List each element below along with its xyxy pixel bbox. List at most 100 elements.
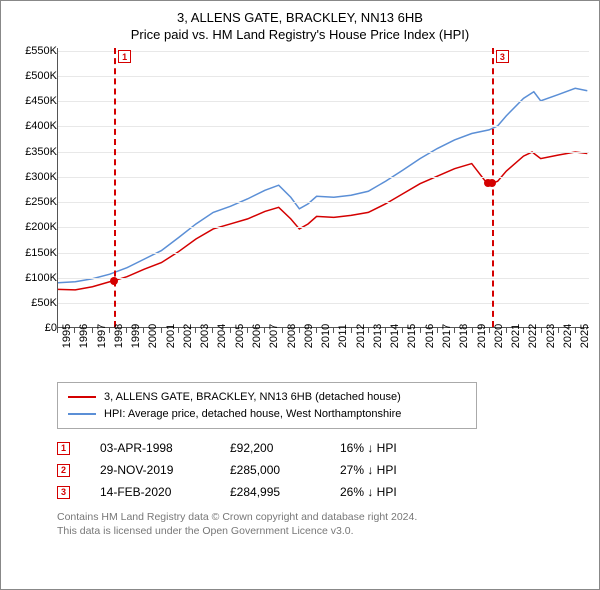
x-tick-label: 2009 bbox=[303, 324, 315, 348]
x-tick bbox=[506, 328, 507, 333]
y-tick-label: £50K bbox=[31, 297, 57, 309]
y-tick-label: £250K bbox=[25, 196, 57, 208]
legend-label: HPI: Average price, detached house, West… bbox=[104, 406, 401, 423]
x-tick-label: 2007 bbox=[268, 324, 280, 348]
y-tick-label: £300K bbox=[25, 171, 57, 183]
sale-row: 103-APR-1998£92,20016% ↓ HPI bbox=[57, 437, 537, 459]
x-tick bbox=[437, 328, 438, 333]
sale-row-marker: 3 bbox=[57, 486, 70, 499]
sale-date: 14-FEB-2020 bbox=[100, 485, 200, 499]
x-tick bbox=[472, 328, 473, 333]
sale-row-marker: 2 bbox=[57, 464, 70, 477]
x-tick-label: 2000 bbox=[147, 324, 159, 348]
x-tick bbox=[109, 328, 110, 333]
x-tick-label: 1997 bbox=[96, 324, 108, 348]
x-tick-label: 2023 bbox=[545, 324, 557, 348]
x-tick-label: 2018 bbox=[458, 324, 470, 348]
x-tick-label: 1995 bbox=[61, 324, 73, 348]
x-tick bbox=[351, 328, 352, 333]
y-tick-label: £400K bbox=[25, 120, 57, 132]
sale-price: £92,200 bbox=[230, 441, 310, 455]
x-tick bbox=[282, 328, 283, 333]
sale-diff: 26% ↓ HPI bbox=[340, 485, 440, 499]
x-tick bbox=[420, 328, 421, 333]
x-tick bbox=[195, 328, 196, 333]
sale-marker-box: 1 bbox=[118, 50, 131, 63]
legend-item: 3, ALLENS GATE, BRACKLEY, NN13 6HB (deta… bbox=[68, 389, 466, 406]
sale-price: £285,000 bbox=[230, 463, 310, 477]
sale-diff: 27% ↓ HPI bbox=[340, 463, 440, 477]
x-tick bbox=[558, 328, 559, 333]
x-tick-label: 2025 bbox=[579, 324, 591, 348]
legend-label: 3, ALLENS GATE, BRACKLEY, NN13 6HB (deta… bbox=[104, 389, 401, 406]
x-tick-label: 2010 bbox=[320, 324, 332, 348]
y-axis: £0£50K£100K£150K£200K£250K£300K£350K£400… bbox=[11, 48, 57, 328]
x-tick-label: 2015 bbox=[406, 324, 418, 348]
y-tick-label: £450K bbox=[25, 95, 57, 107]
x-axis: 1995199619971998199920002001200220032004… bbox=[57, 328, 589, 378]
x-tick bbox=[454, 328, 455, 333]
gridline bbox=[58, 303, 589, 304]
x-tick-label: 2006 bbox=[251, 324, 263, 348]
attribution-line: This data is licensed under the Open Gov… bbox=[57, 525, 589, 539]
gridline bbox=[58, 51, 589, 52]
x-tick bbox=[316, 328, 317, 333]
x-tick bbox=[575, 328, 576, 333]
x-tick bbox=[57, 328, 58, 333]
x-tick bbox=[212, 328, 213, 333]
x-tick bbox=[523, 328, 524, 333]
x-tick-label: 2005 bbox=[234, 324, 246, 348]
x-tick-label: 2002 bbox=[182, 324, 194, 348]
sale-price: £284,995 bbox=[230, 485, 310, 499]
legend-swatch bbox=[68, 396, 96, 398]
x-tick-label: 2008 bbox=[286, 324, 298, 348]
x-tick bbox=[264, 328, 265, 333]
plot-area: 13 bbox=[57, 48, 589, 328]
x-tick bbox=[385, 328, 386, 333]
x-tick-label: 2012 bbox=[355, 324, 367, 348]
x-tick bbox=[299, 328, 300, 333]
y-tick-label: £500K bbox=[25, 70, 57, 82]
gridline bbox=[58, 101, 589, 102]
x-tick-label: 2001 bbox=[165, 324, 177, 348]
sale-date: 03-APR-1998 bbox=[100, 441, 200, 455]
sale-row-marker: 1 bbox=[57, 442, 70, 455]
x-tick bbox=[161, 328, 162, 333]
x-tick-label: 2021 bbox=[510, 324, 522, 348]
gridline bbox=[58, 202, 589, 203]
x-tick-label: 2024 bbox=[562, 324, 574, 348]
attribution-line: Contains HM Land Registry data © Crown c… bbox=[57, 511, 589, 525]
gridline bbox=[58, 177, 589, 178]
x-tick-label: 2017 bbox=[441, 324, 453, 348]
y-tick-label: £550K bbox=[25, 45, 57, 57]
gridline bbox=[58, 126, 589, 127]
y-tick-label: £150K bbox=[25, 247, 57, 259]
sale-row: 3 14-FEB-2020 £284,995 26% ↓ HPI bbox=[57, 481, 537, 503]
y-tick-label: £200K bbox=[25, 221, 57, 233]
sale-row: 2 29-NOV-2019 £285,000 27% ↓ HPI bbox=[57, 459, 537, 481]
x-tick-label: 2016 bbox=[424, 324, 436, 348]
x-tick-label: 2013 bbox=[372, 324, 384, 348]
x-tick-label: 2019 bbox=[476, 324, 488, 348]
gridline bbox=[58, 76, 589, 77]
y-tick-label: £350K bbox=[25, 146, 57, 158]
x-tick-label: 2004 bbox=[216, 324, 228, 348]
x-tick bbox=[541, 328, 542, 333]
gridline bbox=[58, 227, 589, 228]
x-tick bbox=[489, 328, 490, 333]
page-subtitle: Price paid vs. HM Land Registry's House … bbox=[11, 27, 589, 42]
gridline bbox=[58, 278, 589, 279]
sale-vline bbox=[114, 48, 116, 327]
series-hpi bbox=[58, 88, 587, 283]
gridline bbox=[58, 253, 589, 254]
x-tick bbox=[92, 328, 93, 333]
x-tick bbox=[126, 328, 127, 333]
x-tick-label: 1996 bbox=[78, 324, 90, 348]
x-tick bbox=[143, 328, 144, 333]
line-series bbox=[58, 48, 589, 327]
legend-item: HPI: Average price, detached house, West… bbox=[68, 406, 466, 423]
sale-dot bbox=[110, 277, 118, 285]
y-tick-label: £0 bbox=[45, 322, 57, 334]
sale-date: 29-NOV-2019 bbox=[100, 463, 200, 477]
x-tick bbox=[402, 328, 403, 333]
